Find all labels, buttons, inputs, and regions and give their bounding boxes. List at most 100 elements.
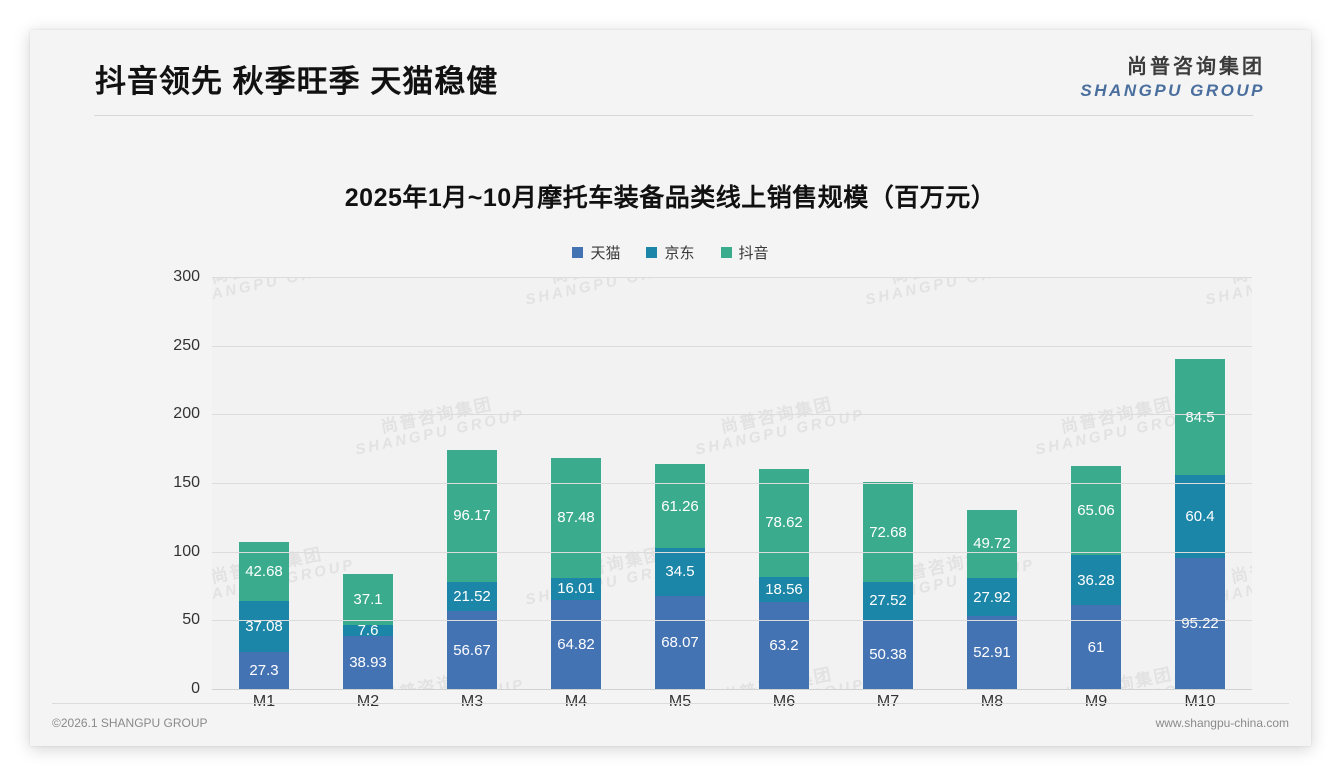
bar-group[interactable]: 37.1 7.6 38.93: [343, 277, 393, 689]
bar-segment-天猫[interactable]: 56.67: [447, 611, 497, 689]
gridline: [212, 345, 1252, 347]
bar-segment-天猫[interactable]: 68.07: [655, 595, 705, 689]
bar-value-label: 72.68: [869, 523, 907, 541]
y-axis-tick-label: 50: [182, 611, 200, 629]
bar-group[interactable]: 87.48 16.01 64.82: [551, 277, 601, 689]
bar-segment-京东[interactable]: 16.01: [551, 578, 601, 600]
gridline: [212, 277, 1252, 278]
bar-segment-抖音[interactable]: 84.5: [1175, 359, 1225, 476]
bar-value-label: 21.52: [453, 587, 491, 605]
bar-group[interactable]: 42.68 37.08 27.3: [239, 277, 289, 689]
bar-segment-抖音[interactable]: 65.06: [1071, 466, 1121, 556]
bar-group[interactable]: 61.26 34.5 68.07: [655, 277, 705, 689]
bar-value-label: 16.01: [557, 580, 595, 598]
bar-segment-天猫[interactable]: 27.3: [239, 651, 289, 689]
company-logo: 尚普咨询集团 SHANGPU GROUP: [1080, 57, 1265, 99]
x-axis-label: M4: [564, 693, 588, 710]
bar-segment-天猫[interactable]: 38.93: [343, 635, 393, 689]
bar-value-label: 52.91: [973, 644, 1011, 662]
bar-value-label: 56.67: [453, 641, 491, 659]
bar-group[interactable]: 84.5 60.4 95.22: [1175, 277, 1225, 689]
x-axis-label: M5: [668, 693, 692, 710]
bar-value-label: 61.26: [661, 497, 699, 515]
x-axis-label: M3: [460, 693, 484, 710]
bar-segment-抖音[interactable]: 37.1: [343, 574, 393, 626]
bar-value-label: 34.5: [665, 563, 695, 581]
bar-value-label: 63.2: [769, 637, 799, 655]
gridline: [212, 483, 1252, 484]
y-axis-tick-label: 200: [173, 405, 200, 423]
bar-segment-京东[interactable]: 37.08: [239, 600, 289, 652]
bar-segment-京东[interactable]: 21.52: [447, 581, 497, 612]
bar-value-label: 84.5: [1185, 408, 1215, 426]
bar-segment-抖音[interactable]: 72.68: [863, 482, 913, 583]
bar-segment-抖音[interactable]: 61.26: [655, 464, 705, 549]
bar-group[interactable]: 65.06 36.28 61: [1071, 277, 1121, 689]
bar-segment-天猫[interactable]: 95.22: [1175, 558, 1225, 689]
bar-group[interactable]: 72.68 27.52 50.38: [863, 277, 913, 689]
bar-series-layer: 42.68 37.08 27.3 37.1 7.6 38.93 96.17 21.52 56.6…: [212, 277, 1252, 689]
footer-divider: [52, 703, 1289, 704]
bar-segment-抖音[interactable]: 87.48: [551, 457, 601, 578]
bar-segment-京东[interactable]: 27.92: [967, 578, 1017, 617]
legend-label: 抖音: [738, 245, 769, 262]
bar-value-label: 87.48: [557, 509, 595, 527]
bar-group[interactable]: 49.72 27.92 52.91: [967, 277, 1017, 689]
slide-header: 抖音领先 秋季旺季 天猫稳健 尚普咨询集团 SHANGPU GROUP: [30, 30, 1311, 116]
bar-value-label: 78.62: [765, 514, 803, 532]
bar-segment-京东[interactable]: 34.5: [655, 548, 705, 596]
bar-segment-京东[interactable]: 36.28: [1071, 555, 1121, 606]
bar-segment-京东[interactable]: 18.56: [759, 576, 809, 603]
chart-legend: 天猫 京东 抖音: [30, 242, 1311, 263]
bar-segment-天猫[interactable]: 50.38: [863, 619, 913, 689]
y-axis-tick-label: 100: [173, 542, 200, 560]
bar-segment-抖音[interactable]: 78.62: [759, 468, 809, 577]
bar-value-label: 38.93: [349, 653, 387, 671]
bar-value-label: 36.28: [1077, 571, 1115, 589]
bar-value-label: 64.82: [557, 635, 595, 653]
gridline: [212, 551, 1252, 553]
bar-segment-天猫[interactable]: 63.2: [759, 602, 809, 689]
bar-segment-京东[interactable]: 60.4: [1175, 475, 1225, 559]
bar-segment-抖音[interactable]: 96.17: [447, 449, 497, 582]
legend-swatch-icon: [720, 247, 732, 258]
bar-value-label: 65.06: [1077, 502, 1115, 520]
x-axis-label: M8: [980, 693, 1004, 710]
bar-group[interactable]: 96.17 21.52 56.67: [447, 277, 497, 689]
bar-segment-京东[interactable]: 27.52: [863, 582, 913, 620]
x-axis-label: M1: [252, 693, 276, 710]
bar-segment-抖音[interactable]: 49.72: [967, 509, 1017, 579]
bar-value-label: 27.3: [249, 661, 279, 679]
bar-value-label: 27.92: [973, 588, 1011, 606]
bar-group[interactable]: 78.62 18.56 63.2: [759, 277, 809, 689]
chart-title: 2025年1月~10月摩托车装备品类线上销售规模（百万元）: [344, 184, 997, 212]
x-axis-labels: M1 M2 M3 M4 M5 M6 M7 M8 M9 M10: [212, 693, 1252, 723]
bar-value-label: 50.38: [869, 645, 907, 663]
y-axis-tick-label: 300: [173, 268, 200, 285]
y-axis-tick-label: 150: [173, 474, 200, 491]
bar-segment-天猫[interactable]: 61: [1071, 605, 1121, 689]
x-axis-label: M7: [876, 693, 900, 710]
x-axis-label: M10: [1184, 693, 1216, 710]
footer-website: www.shangpu-china.com: [1155, 716, 1289, 730]
bar-segment-天猫[interactable]: 52.91: [967, 616, 1017, 689]
bar-value-label: 42.68: [245, 562, 283, 580]
x-axis-label: M9: [1084, 693, 1108, 710]
bar-segment-天猫[interactable]: 64.82: [551, 599, 601, 689]
x-axis-line: [212, 689, 1252, 690]
legend-label: 京东: [664, 245, 695, 262]
legend-item-天猫[interactable]: 天猫: [572, 242, 620, 263]
bar-value-label: 18.56: [765, 580, 803, 598]
gridline: [212, 620, 1252, 622]
bar-segment-京东[interactable]: 7.6: [343, 622, 393, 639]
bar-value-label: 60.4: [1185, 508, 1215, 526]
gridline: [212, 414, 1252, 416]
footer-copyright: ©2026.1 SHANGPU GROUP: [52, 716, 208, 730]
legend-swatch-icon: [646, 247, 658, 258]
legend-item-抖音[interactable]: 抖音: [720, 242, 769, 263]
x-axis-label: M6: [772, 693, 796, 710]
y-axis-tick-label: 0: [191, 680, 200, 697]
legend-item-京东[interactable]: 京东: [646, 242, 695, 263]
